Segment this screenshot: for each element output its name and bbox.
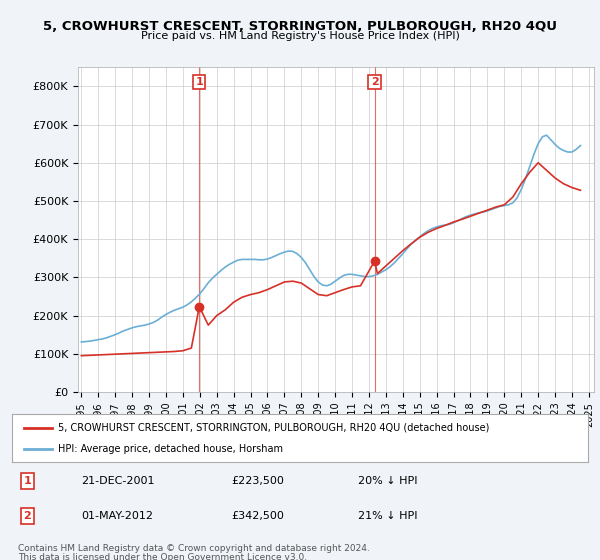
- Text: 2: 2: [23, 511, 31, 521]
- Text: HPI: Average price, detached house, Horsham: HPI: Average price, detached house, Hors…: [58, 444, 283, 454]
- Text: 20% ↓ HPI: 20% ↓ HPI: [358, 476, 417, 486]
- Text: 21-DEC-2001: 21-DEC-2001: [81, 476, 155, 486]
- Text: 21% ↓ HPI: 21% ↓ HPI: [358, 511, 417, 521]
- Text: 1: 1: [23, 476, 31, 486]
- Text: Contains HM Land Registry data © Crown copyright and database right 2024.: Contains HM Land Registry data © Crown c…: [18, 544, 370, 553]
- Text: 2: 2: [371, 77, 379, 87]
- Text: £342,500: £342,500: [231, 511, 284, 521]
- Text: £223,500: £223,500: [231, 476, 284, 486]
- Text: 5, CROWHURST CRESCENT, STORRINGTON, PULBOROUGH, RH20 4QU: 5, CROWHURST CRESCENT, STORRINGTON, PULB…: [43, 20, 557, 32]
- Text: 5, CROWHURST CRESCENT, STORRINGTON, PULBOROUGH, RH20 4QU (detached house): 5, CROWHURST CRESCENT, STORRINGTON, PULB…: [58, 423, 490, 433]
- Text: 01-MAY-2012: 01-MAY-2012: [81, 511, 153, 521]
- Text: Price paid vs. HM Land Registry's House Price Index (HPI): Price paid vs. HM Land Registry's House …: [140, 31, 460, 41]
- Text: 1: 1: [196, 77, 203, 87]
- Text: This data is licensed under the Open Government Licence v3.0.: This data is licensed under the Open Gov…: [18, 553, 307, 560]
